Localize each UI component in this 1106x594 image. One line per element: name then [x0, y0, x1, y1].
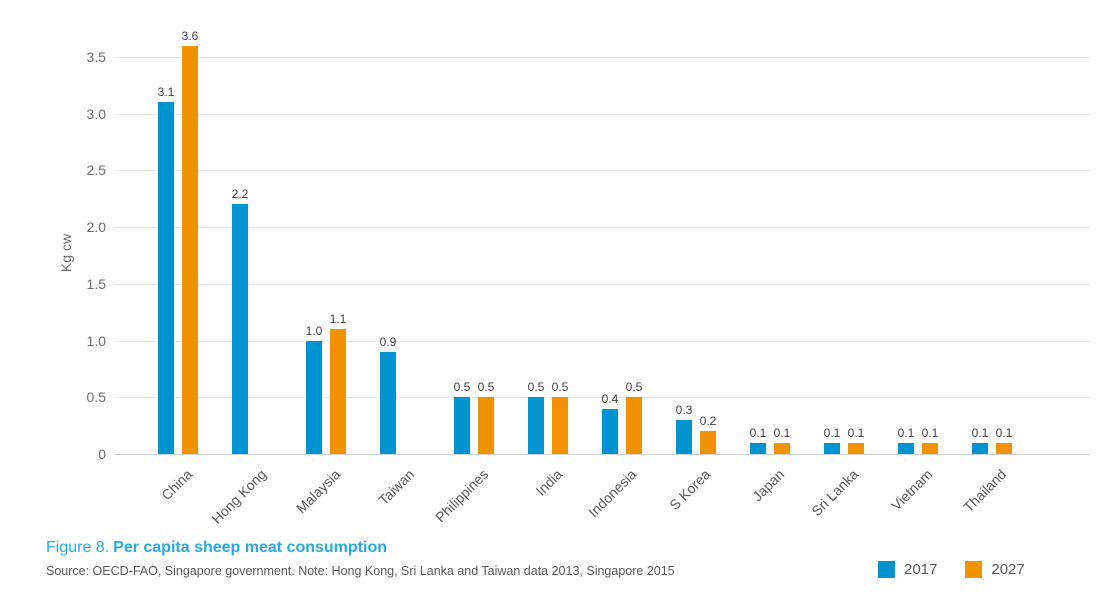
y-tick-label: 3.5 [86, 49, 106, 65]
gridline [114, 397, 1090, 398]
bar-value-label: 1.0 [305, 324, 323, 338]
bar-value-label: 0.3 [675, 403, 693, 417]
legend: 2017 2027 [878, 561, 1025, 578]
y-tick-label: 1.5 [86, 276, 106, 292]
y-tick-label: 3.0 [86, 106, 106, 122]
gridline [114, 284, 1090, 285]
y-axis-title: Kg cw [58, 233, 74, 273]
bar-value-label: 0.9 [379, 335, 397, 349]
bar-value-label: 0.1 [773, 426, 791, 440]
figure-title: Per capita sheep meat consumption [113, 539, 387, 556]
bar-value-label: 0.1 [921, 426, 939, 440]
bar-value-label: 2.2 [231, 187, 249, 201]
bar-2017-vietnam [898, 443, 914, 454]
bar-value-label: 0.1 [847, 426, 865, 440]
bar-value-label: 0.1 [897, 426, 915, 440]
bar-2017-malaysia [306, 341, 322, 454]
bar-value-label: 3.1 [157, 85, 175, 99]
gridline [114, 341, 1090, 342]
bar-value-label: 0.5 [477, 380, 495, 394]
bar-value-label: 0.5 [551, 380, 569, 394]
bar-2017-thailand [972, 443, 988, 454]
y-tick-label: 0.5 [86, 389, 106, 405]
bar-2017-taiwan [380, 352, 396, 454]
bar-2017-s-korea [676, 420, 692, 454]
bar-value-label: 0.5 [453, 380, 471, 394]
bar-2027-sri-lanka [848, 443, 864, 454]
bar-2017-philippines [454, 397, 470, 454]
gridline [114, 170, 1090, 171]
y-tick-label: 1.0 [86, 333, 106, 349]
legend-swatch-2017 [878, 561, 895, 578]
bar-value-label: 0.1 [823, 426, 841, 440]
bar-2027-vietnam [922, 443, 938, 454]
legend-item-2017: 2017 [878, 561, 937, 578]
bar-2017-china [158, 102, 174, 454]
source-note: Source: OECD-FAO, Singapore government. … [46, 564, 675, 578]
bar-2027-malaysia [330, 329, 346, 454]
bar-2027-indonesia [626, 397, 642, 454]
bar-2027-japan [774, 443, 790, 454]
gridline [114, 57, 1090, 58]
legend-item-2027: 2027 [965, 561, 1025, 578]
y-tick-label: 2.0 [86, 219, 106, 235]
bar-value-label: 0.2 [699, 414, 717, 428]
bar-value-label: 0.1 [749, 426, 767, 440]
x-category-label: Japan [749, 466, 788, 505]
gridline [114, 454, 1090, 455]
bar-value-label: 0.5 [625, 380, 643, 394]
bar-2017-indonesia [602, 409, 618, 454]
bar-value-label: 0.1 [971, 426, 989, 440]
bar-2027-philippines [478, 397, 494, 454]
bar-value-label: 0.5 [527, 380, 545, 394]
figure-number: Figure 8. [46, 539, 110, 556]
bar-value-label: 3.6 [181, 29, 199, 43]
gridline [114, 114, 1090, 115]
legend-label-2017: 2017 [904, 561, 938, 578]
bar-value-label: 0.1 [995, 426, 1013, 440]
bar-2027-india [552, 397, 568, 454]
bar-value-label: 0.4 [601, 392, 619, 406]
legend-label-2027: 2027 [991, 561, 1025, 578]
bar-2017-japan [750, 443, 766, 454]
bar-value-label: 1.1 [329, 312, 347, 326]
bar-2017-hong-kong [232, 204, 248, 454]
figure-caption: Figure 8. Per capita sheep meat consumpti… [46, 539, 387, 557]
y-tick-label: 2.5 [86, 162, 106, 178]
bar-2017-india [528, 397, 544, 454]
bar-2027-china [182, 46, 198, 454]
bar-2017-sri-lanka [824, 443, 840, 454]
x-category-label: Sri Lanka [808, 466, 862, 520]
bar-2027-s-korea [700, 431, 716, 454]
gridline [114, 227, 1090, 228]
y-tick-label: 0 [98, 446, 106, 462]
legend-swatch-2027 [965, 561, 983, 578]
bar-2027-thailand [996, 443, 1012, 454]
